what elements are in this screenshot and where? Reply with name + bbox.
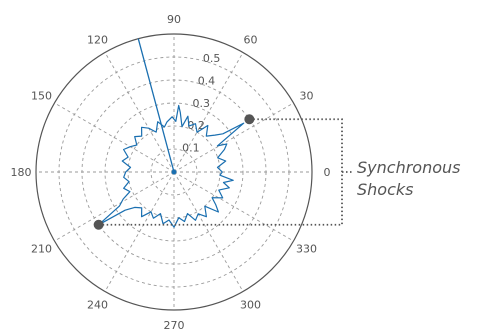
angle-tick-270: 270 [164,319,185,329]
angle-tick-150: 150 [31,90,52,103]
grid-spoke-330 [173,171,294,242]
annotation-line1: Synchronous [357,158,461,177]
centre-dot [171,169,177,175]
shock-marker-1 [244,114,255,125]
angle-tick-330: 330 [296,243,317,256]
angle-tick-210: 210 [31,243,52,256]
grid-spoke-240 [104,171,175,292]
grid-ring-1 [150,148,198,196]
angle-tick-180: 180 [11,166,32,179]
grid-spoke-210 [54,171,175,242]
radius-tick-4: 0.4 [198,74,216,87]
shock-marker-2 [93,219,104,230]
angle-tick-labels: 0 30 60 90 120 150 180 210 240 270 300 330 [11,13,331,329]
annotation-line2: Shocks [357,180,414,199]
grid-spoke-60 [173,52,244,173]
radius-tick-5: 0.5 [203,52,221,65]
angle-tick-120: 120 [87,33,108,46]
grid-spoke-300 [173,171,244,292]
shock-markers [93,114,255,230]
annotation-connectors [98,118,354,226]
angle-tick-90: 90 [167,13,181,26]
angle-tick-60: 60 [244,33,258,46]
angle-tick-0: 0 [324,166,331,179]
grid-ring-2 [127,125,221,219]
angle-tick-300: 300 [240,299,261,312]
grid-spoke-150 [54,102,175,173]
grid-spoke-30 [173,102,294,173]
radius-tick-labels: 0.10.20.30.40.5 [182,52,220,155]
angle-tick-240: 240 [87,299,108,312]
angle-tick-30: 30 [300,90,314,103]
grid-spoke-120 [104,52,175,173]
radius-tick-1: 0.1 [182,142,200,155]
trace-spike [137,38,175,173]
annotation-text: Synchronous Shocks [357,157,460,201]
signal-trace [97,38,245,228]
trace-line [97,104,245,228]
radius-tick-3: 0.3 [193,97,211,110]
